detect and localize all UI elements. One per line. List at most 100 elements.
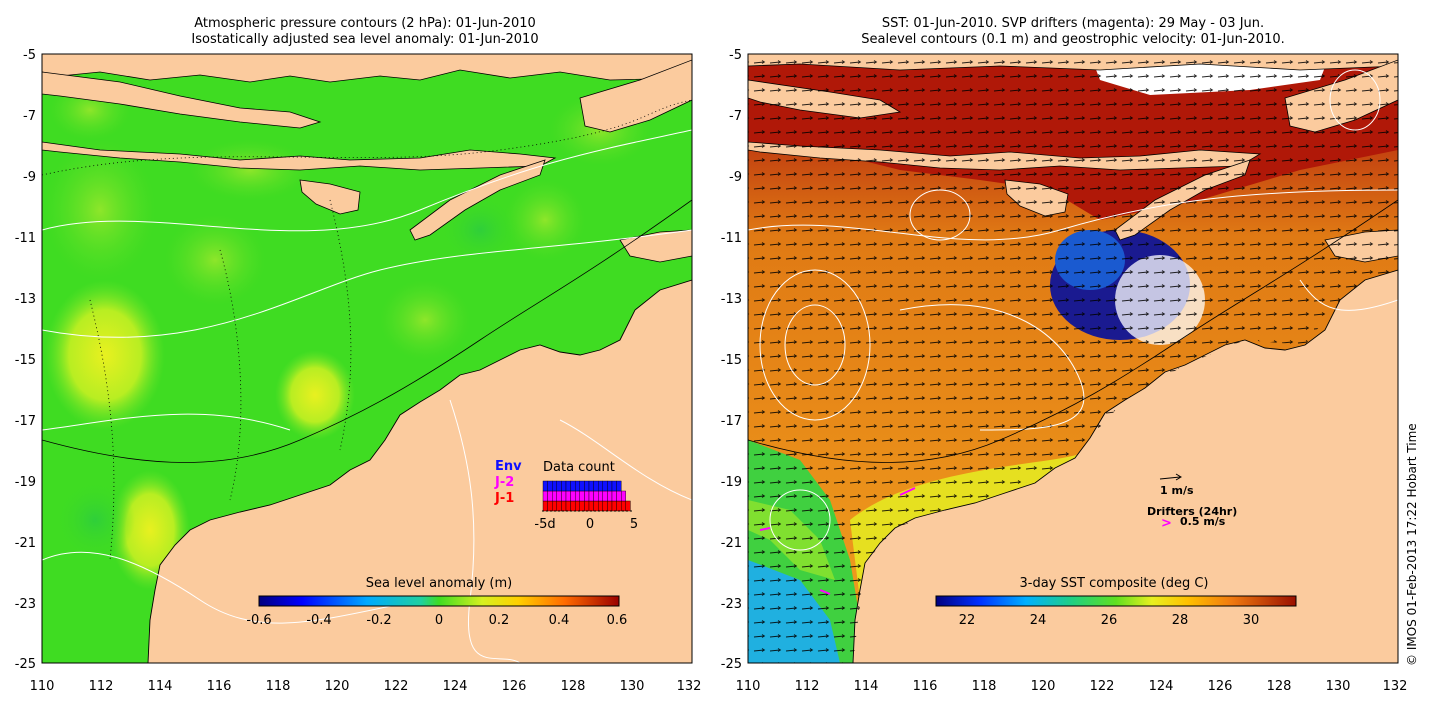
data-count-bar: [565, 480, 571, 492]
right-x-tick: 116: [913, 679, 938, 694]
left-title-line2: Isostatically adjusted sea level anomaly…: [191, 32, 539, 47]
data-count-bar: [598, 490, 604, 502]
drifters-scale: 0.5 m/s: [1180, 515, 1226, 528]
sla-map: [42, 54, 692, 663]
data-count-bar: [621, 500, 627, 512]
data-count-bar: [598, 500, 604, 512]
velocity-legend: 1 m/s Drifters (24hr) > 0.5 m/s: [1147, 473, 1237, 531]
data-count-tick: 0: [586, 517, 594, 532]
sst-colorbar-tick: 26: [1101, 613, 1118, 628]
sla-colorbar-tick: 0.4: [549, 613, 570, 628]
sst-colorbar-tick: 22: [959, 613, 976, 628]
left-x-tick: 132: [677, 679, 702, 694]
sla-colorbar-tick: 0: [435, 613, 443, 628]
data-count-bar: [607, 480, 613, 492]
right-y-axis: -5 -7 -9 -11 -13 -15 -17 -19 -21 -23 -25: [721, 48, 742, 672]
left-y-tick: -25: [15, 657, 36, 672]
data-count-bar: [616, 500, 622, 512]
data-count-bar: [593, 500, 599, 512]
data-count-bar: [611, 500, 617, 512]
data-count-bar: [556, 490, 562, 502]
left-y-tick: -7: [23, 109, 36, 124]
data-count-bar: [602, 490, 608, 502]
sst-map: [748, 54, 1398, 663]
data-count-bar: [561, 500, 567, 512]
data-count-bar: [588, 490, 594, 502]
sst-colorbar-tick: 28: [1172, 613, 1189, 628]
left-title-line1: Atmospheric pressure contours (2 hPa): 0…: [194, 16, 536, 31]
right-y-tick: -15: [721, 353, 742, 368]
data-count-bar: [616, 490, 622, 502]
data-count-bar: [575, 490, 581, 502]
velocity-scale-arrow: [1159, 476, 1181, 480]
left-x-tick: 112: [89, 679, 114, 694]
right-x-tick: 114: [854, 679, 879, 694]
velocity-scale-label: 1 m/s: [1160, 484, 1194, 497]
data-count-bar: [552, 490, 558, 502]
left-map-frame: [41, 53, 693, 664]
credit-text: © IMOS 01-Feb-2013 17:22 Hobart Time: [1405, 423, 1419, 666]
right-panel-title: SST: 01-Jun-2010. SVP drifters (magenta)…: [748, 16, 1398, 48]
left-y-tick: -15: [15, 353, 36, 368]
left-y-tick: -19: [15, 475, 36, 490]
sla-colorbar-tick: 0.6: [607, 613, 628, 628]
right-x-tick: 110: [736, 679, 761, 694]
sla-colorbar-tick: -0.4: [306, 613, 331, 628]
data-count-bar: [588, 480, 594, 492]
left-y-tick: -5: [23, 48, 36, 63]
right-x-tick: 126: [1208, 679, 1233, 694]
right-x-tick: 112: [795, 679, 820, 694]
drifters-title: Drifters (24hr): [1147, 505, 1237, 518]
sst-colorbar-tick: 30: [1243, 613, 1260, 628]
drifter-marker: >: [1161, 516, 1172, 531]
data-count-bar: [602, 500, 608, 512]
right-y-tick: -19: [721, 475, 742, 490]
left-x-tick: 128: [561, 679, 586, 694]
right-y-tick: -21: [721, 536, 742, 551]
data-count-bar: [570, 480, 576, 492]
left-x-tick: 118: [266, 679, 291, 694]
legend-j2: J-2: [494, 475, 514, 490]
data-count-bar: [611, 480, 617, 492]
left-x-tick: 116: [207, 679, 232, 694]
right-y-tick: -11: [721, 231, 742, 246]
data-count-tick: -5d: [534, 517, 555, 532]
left-y-axis: -5 -7 -9 -11 -13 -15 -17 -19 -21 -23 -25: [15, 48, 36, 672]
left-y-tick: -11: [15, 231, 36, 246]
sst-colorbar-label: 3-day SST composite (deg C): [1019, 576, 1208, 591]
right-x-tick: 122: [1090, 679, 1115, 694]
left-x-tick: 126: [502, 679, 527, 694]
data-count-bar: [542, 500, 548, 512]
right-y-tick: -17: [721, 414, 742, 429]
left-y-tick: -23: [15, 597, 36, 612]
data-count-bar: [575, 500, 581, 512]
left-y-tick: -9: [23, 170, 36, 185]
data-count-bar: [598, 480, 604, 492]
data-count-bar: [616, 480, 622, 492]
sla-colorbar: Sea level anomaly (m) -0.6 -0.4 -0.2 0 0…: [246, 576, 627, 628]
data-count-bar: [547, 480, 553, 492]
left-x-tick: 122: [384, 679, 409, 694]
sst-colorbar: 3-day SST composite (deg C) 22 24 26 28 …: [935, 576, 1297, 628]
data-count-bar: [579, 500, 585, 512]
data-count-bar: [570, 500, 576, 512]
right-title-line1: SST: 01-Jun-2010. SVP drifters (magenta)…: [881, 16, 1265, 31]
data-count-bar: [561, 480, 567, 492]
data-count-bar: [588, 500, 594, 512]
data-count-bar: [607, 490, 613, 502]
right-x-tick: 128: [1267, 679, 1292, 694]
data-count-bar: [570, 490, 576, 502]
sst-colorbar-tick: 24: [1030, 613, 1047, 628]
legend-j1: J-1: [494, 491, 514, 506]
sla-colorbar-tick: -0.6: [246, 613, 271, 628]
right-y-tick: -25: [721, 657, 742, 672]
right-x-tick: 120: [1031, 679, 1056, 694]
data-count-bar: [607, 500, 613, 512]
data-count-bar: [611, 490, 617, 502]
right-x-tick: 118: [972, 679, 997, 694]
data-count-bar: [575, 480, 581, 492]
data-count-bar: [552, 500, 558, 512]
left-x-tick: 114: [148, 679, 173, 694]
right-title-line2: Sealevel contours (0.1 m) and geostrophi…: [861, 32, 1285, 47]
